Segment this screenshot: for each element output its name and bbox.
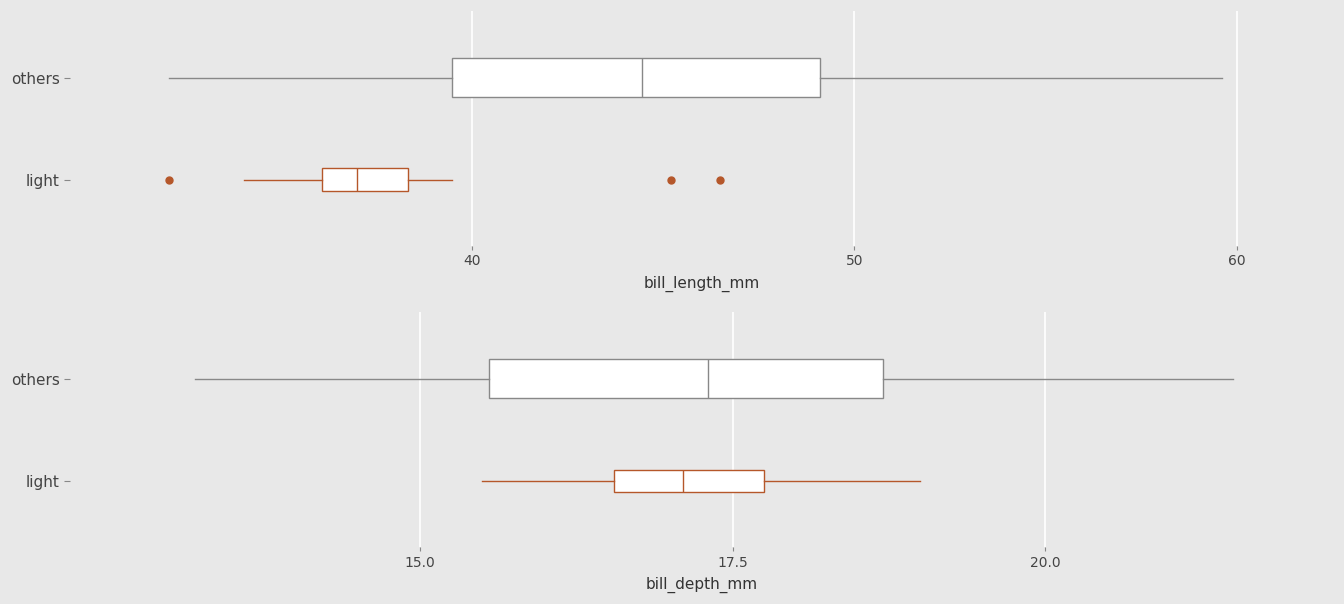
X-axis label: bill_depth_mm: bill_depth_mm <box>645 577 758 593</box>
X-axis label: bill_length_mm: bill_length_mm <box>644 275 759 292</box>
Bar <box>453 58 820 97</box>
Bar <box>614 470 763 492</box>
Bar <box>489 359 883 398</box>
Bar <box>323 169 409 191</box>
